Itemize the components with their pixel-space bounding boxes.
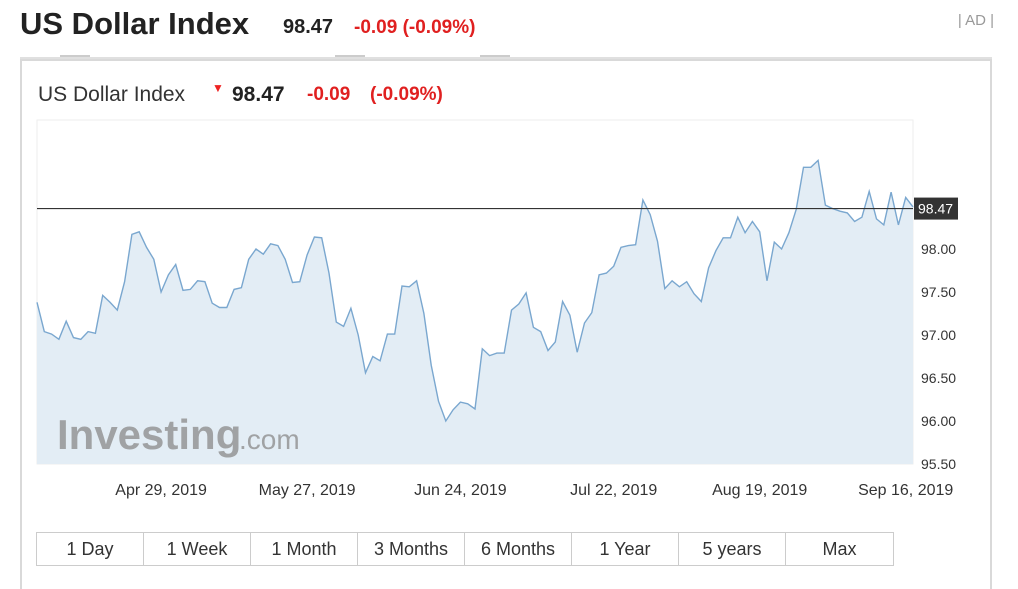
range-button-max[interactable]: Max (786, 533, 893, 565)
range-button-5-years[interactable]: 5 years (679, 533, 786, 565)
range-button-1-year[interactable]: 1 Year (572, 533, 679, 565)
y-tick-label: 97.00 (921, 327, 956, 343)
y-tick-label: 96.00 (921, 413, 956, 429)
x-tick-label: Apr 29, 2019 (115, 482, 207, 499)
y-tick-label: 96.50 (921, 370, 956, 386)
current-price-tag-bg (914, 197, 958, 220)
page-price: 98.47 (283, 16, 334, 38)
x-tick-label: Sep 16, 2019 (858, 482, 953, 499)
y-tick-label: 98.00 (921, 241, 956, 257)
widget-instrument-name: US Dollar Index (38, 83, 186, 106)
range-button-1-month[interactable]: 1 Month (251, 533, 358, 565)
widget-change: -0.09 (307, 84, 351, 105)
x-tick-label: Jun 24, 2019 (414, 482, 507, 499)
range-button-3-months[interactable]: 3 Months (358, 533, 465, 565)
price-series-line (36, 158, 914, 423)
watermark-com: .com (239, 424, 300, 455)
current-price-tag: 98.47 (918, 201, 953, 217)
y-tick-label: 97.50 (921, 284, 956, 300)
widget-top-rule (20, 57, 992, 59)
x-tick-label: Aug 19, 2019 (712, 482, 807, 499)
range-button-1-week[interactable]: 1 Week (144, 533, 251, 565)
range-button-6-months[interactable]: 6 Months (465, 533, 572, 565)
y-tick-label: 95.50 (921, 456, 956, 472)
page-change: -0.09 (-0.09%) (354, 17, 476, 38)
range-button-1-day[interactable]: 1 Day (37, 533, 144, 565)
down-arrow-icon: ▼ (212, 81, 224, 95)
watermark-investing: Investing (57, 411, 241, 458)
page-title: US Dollar Index (20, 6, 250, 41)
time-range-selector: 1 Day 1 Week 1 Month 3 Months 6 Months 1… (36, 532, 894, 566)
widget-change-percent: (-0.09%) (370, 84, 443, 105)
price-area-fill (37, 160, 913, 464)
x-tick-label: Jul 22, 2019 (570, 482, 657, 499)
x-tick-label: May 27, 2019 (259, 482, 356, 499)
widget-price: 98.47 (232, 83, 285, 106)
ad-label[interactable]: | AD | (957, 12, 994, 29)
